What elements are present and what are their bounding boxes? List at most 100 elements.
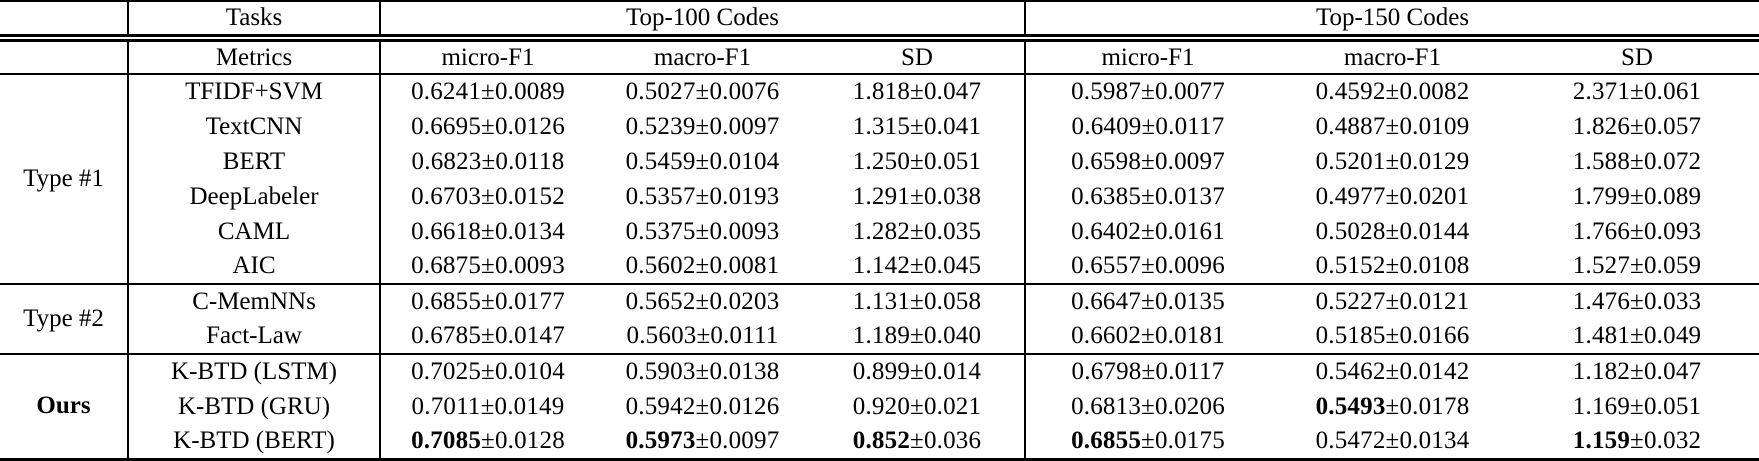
metric-stddev: ±0.0093 — [695, 217, 780, 245]
metric-cell: 1.291±0.038 — [810, 179, 1026, 214]
metric-cell: 0.7085±0.0128 — [380, 424, 595, 459]
metric-stddev: ±0.0121 — [1385, 288, 1470, 315]
metric-stddev: ±0.0142 — [1385, 358, 1470, 385]
method-cell: BERT — [128, 144, 381, 179]
metric-stddev: ±0.0129 — [1385, 147, 1470, 175]
metric-stddev: ±0.047 — [1630, 358, 1702, 385]
metric-stddev: ±0.093 — [1630, 217, 1702, 245]
metric-cell: 0.5375±0.0093 — [595, 214, 810, 249]
metric-value: 0.5472 — [1315, 426, 1386, 454]
metric-cell: 1.481±0.049 — [1515, 319, 1759, 354]
metric-cell: 1.315±0.041 — [810, 109, 1026, 144]
metric-cell: 1.189±0.040 — [810, 319, 1026, 354]
metric-value: 0.5201 — [1315, 147, 1386, 175]
metric-stddev: ±0.035 — [910, 217, 982, 245]
metric-cell: 1.142±0.045 — [810, 249, 1026, 284]
metric-value: 1.799 — [1572, 182, 1631, 210]
metric-stddev: ±0.0077 — [1141, 78, 1225, 105]
table-row: Type #2 C-MemNNs 0.6855±0.0177 0.5652±0.020… — [0, 283, 1759, 354]
metric-stddev: ±0.038 — [910, 182, 982, 210]
metric-value: 1.189 — [852, 322, 911, 349]
metric-value: 1.282 — [852, 217, 911, 245]
metric-cell: 0.7025±0.0104 — [380, 353, 595, 389]
corner-cell — [0, 38, 129, 75]
metric-cell: 0.5028±0.0144 — [1270, 214, 1515, 249]
metric-stddev: ±0.0117 — [1141, 112, 1225, 140]
metric-cell: 0.5027±0.0076 — [595, 73, 810, 109]
metric-stddev: ±0.0097 — [1141, 147, 1225, 175]
metric-cell: 0.6402±0.0161 — [1025, 214, 1270, 249]
metric-value: 1.250 — [852, 147, 911, 175]
metric-value: 0.7025 — [411, 358, 482, 385]
column-header-micro-f1-top100: micro-F1 — [380, 38, 595, 75]
group-label-cell: Type #1 — [0, 73, 129, 284]
metric-stddev: ±0.0144 — [1385, 217, 1470, 245]
method-cell: TextCNN — [128, 109, 381, 144]
table-row: Type #1 TFIDF+SVM 0.6241±0.0089 0.5027±0.00… — [0, 73, 1759, 284]
metric-value: 0.6855 — [1071, 426, 1142, 454]
metric-cell: 0.5459±0.0104 — [595, 144, 810, 179]
metric-stddev: ±0.0152 — [481, 182, 565, 210]
metric-stddev: ±0.032 — [1630, 426, 1702, 454]
metric-cell: 0.899±0.014 — [810, 353, 1026, 389]
metric-value: 0.6703 — [411, 182, 482, 210]
metric-stddev: ±0.0181 — [1141, 322, 1225, 349]
table-row: AIC 0.6875±0.0093 0.5602±0.0081 1.142±0.045… — [0, 249, 1759, 284]
metric-value: 0.6409 — [1071, 112, 1142, 140]
metric-cell: 1.826±0.057 — [1515, 109, 1759, 144]
metric-stddev: ±0.0166 — [1385, 322, 1470, 349]
metric-stddev: ±0.0118 — [481, 147, 565, 175]
metric-value: 0.5603 — [626, 322, 697, 349]
metric-stddev: ±0.0097 — [695, 112, 780, 140]
metric-cell: 0.6823±0.0118 — [380, 144, 595, 179]
table-row: K-BTD (GRU) 0.7011±0.0149 0.5942±0.0126 0.9… — [0, 389, 1759, 424]
metric-stddev: ±0.0178 — [1385, 392, 1470, 420]
metric-cell: 0.6813±0.0206 — [1025, 389, 1270, 424]
metric-value: 0.6798 — [1071, 358, 1142, 385]
metric-cell: 1.169±0.051 — [1515, 389, 1759, 424]
group-label-cell: Type #2 — [0, 283, 129, 354]
metric-stddev: ±0.0149 — [480, 392, 565, 420]
table-row: BERT 0.6823±0.0118 0.5459±0.0104 1.250±0.05… — [0, 144, 1759, 179]
metric-value: 1.588 — [1572, 147, 1631, 175]
metric-value: 0.5152 — [1315, 252, 1386, 279]
metric-stddev: ±0.0082 — [1385, 78, 1470, 105]
table-row: DeepLabeler 0.6703±0.0152 0.5357±0.0193 1.2… — [0, 179, 1759, 214]
metric-cell: 0.4977±0.0201 — [1270, 179, 1515, 214]
metric-value: 0.7011 — [411, 392, 481, 420]
metric-stddev: ±0.021 — [910, 392, 982, 420]
metric-cell: 0.6855±0.0177 — [380, 283, 595, 319]
metric-cell: 0.6703±0.0152 — [380, 179, 595, 214]
metric-value: 0.5987 — [1071, 78, 1142, 105]
table-row: K-BTD (BERT) 0.7085±0.0128 0.5973±0.0097 0.… — [0, 424, 1759, 459]
header-row-metrics: Metrics micro-F1 macro-F1 SD micro-F1 ma… — [0, 38, 1759, 75]
metric-cell: 0.920±0.021 — [810, 389, 1026, 424]
metric-stddev: ±0.0076 — [695, 78, 780, 105]
header-row-tasks: Tasks Top-100 Codes Top-150 Codes — [0, 1, 1759, 42]
metric-stddev: ±0.0089 — [481, 78, 565, 105]
top100-header: Top-100 Codes — [380, 1, 1026, 42]
metric-cell: 0.7011±0.0149 — [380, 389, 595, 424]
metric-value: 1.169 — [1572, 392, 1631, 420]
method-cell: TFIDF+SVM — [128, 73, 381, 109]
metric-stddev: ±0.0206 — [1141, 392, 1225, 420]
table-row: TextCNN 0.6695±0.0126 0.5239±0.0097 1.315±0… — [0, 109, 1759, 144]
metric-value: 0.899 — [852, 358, 911, 385]
metric-cell: 0.6598±0.0097 — [1025, 144, 1270, 179]
method-cell: C-MemNNs — [128, 283, 381, 319]
metric-value: 0.5459 — [625, 147, 696, 175]
table-row: CAML 0.6618±0.0134 0.5375±0.0093 1.282±0.03… — [0, 214, 1759, 249]
metric-stddev: ±0.0109 — [1385, 112, 1470, 140]
metric-stddev: ±0.0096 — [1141, 252, 1225, 279]
metric-value: 0.4977 — [1315, 182, 1386, 210]
metric-cell: 0.852±0.036 — [810, 424, 1026, 459]
metric-cell: 0.5152±0.0108 — [1270, 249, 1515, 284]
metric-cell: 0.6875±0.0093 — [380, 249, 595, 284]
metric-stddev: ±0.0104 — [695, 147, 780, 175]
metric-stddev: ±0.0117 — [1141, 358, 1225, 385]
metric-value: 0.6875 — [411, 252, 482, 279]
metric-stddev: ±0.049 — [1630, 322, 1702, 349]
metric-stddev: ±0.0111 — [696, 322, 779, 349]
method-cell: DeepLabeler — [128, 179, 381, 214]
metric-value: 1.159 — [1572, 426, 1631, 454]
